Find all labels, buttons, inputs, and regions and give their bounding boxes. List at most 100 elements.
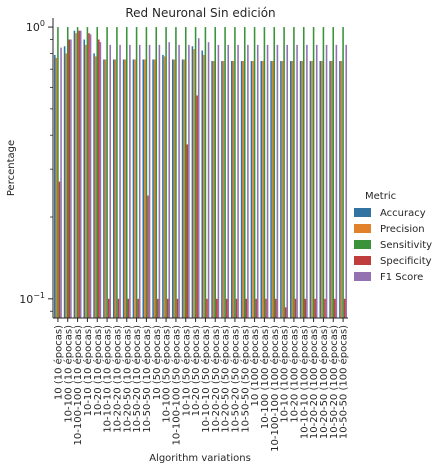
bar [119, 44, 121, 318]
bar [299, 61, 302, 318]
bar [335, 44, 338, 318]
x-tick-label: 10 (100 épocas) [249, 325, 261, 407]
bar [178, 44, 180, 318]
legend-swatch [354, 256, 371, 265]
x-tick-label: 10-100 (100 épocas) [259, 325, 271, 429]
bar [325, 44, 328, 318]
bar [262, 61, 264, 318]
bar [207, 42, 210, 319]
bar [109, 44, 112, 318]
bar [270, 61, 272, 318]
bar [176, 298, 179, 318]
bar [73, 30, 76, 319]
bar [232, 61, 235, 318]
bar [103, 59, 105, 318]
legend-title: Metric [365, 191, 396, 202]
x-tick-label: 10-20-50 (50 épocas) [220, 325, 232, 433]
legend-entry: Precision [380, 224, 425, 235]
bar [78, 30, 80, 319]
bar [70, 39, 72, 319]
x-tick-label: 10-50-20 (100 épocas) [328, 325, 340, 439]
bar [53, 54, 56, 319]
bar [312, 27, 315, 319]
bar [122, 59, 125, 318]
x-tick-label: 10-50-50 (100 épocas) [338, 325, 350, 439]
y-axis-label: Percentage [6, 140, 17, 196]
bar [175, 27, 177, 319]
legend: Metric Accuracy Precision Sensitivity Specif… [354, 191, 432, 283]
bar [191, 46, 194, 318]
bar [173, 59, 176, 318]
bar [243, 27, 246, 319]
bar [204, 27, 207, 319]
bar [240, 61, 243, 318]
bar [217, 44, 220, 318]
bar [314, 298, 316, 318]
bar [340, 61, 343, 318]
bar [304, 298, 307, 318]
x-tick-label: 10-20-20 (10 épocas) [111, 325, 123, 433]
bar [302, 27, 305, 319]
legend-swatch [354, 240, 371, 249]
bar [89, 34, 92, 318]
x-tick-label: 10-50-20 (50 épocas) [229, 325, 241, 433]
bar [85, 44, 87, 318]
bar [116, 27, 118, 319]
x-tick-label: 10-100-100 (10 épocas) [72, 325, 84, 446]
x-tick-label: 10-10-10 (50 épocas) [200, 325, 212, 433]
bar [322, 27, 325, 319]
bar [296, 44, 298, 318]
x-tick-label: 10-20 (10 épocas) [92, 325, 104, 416]
bar [222, 61, 225, 318]
bar [247, 44, 249, 318]
bar [194, 27, 197, 319]
bar [155, 27, 158, 319]
bar [96, 27, 99, 319]
bar [216, 298, 218, 318]
bar [197, 38, 200, 319]
x-tick-label: 10-100-100 (50 épocas) [170, 325, 182, 446]
bar [153, 59, 156, 318]
bar [148, 44, 151, 318]
bar [125, 27, 128, 319]
bar [293, 27, 295, 319]
bar [157, 298, 159, 318]
bar [273, 27, 276, 319]
bar [289, 61, 292, 318]
bar [276, 44, 279, 318]
bar [265, 298, 267, 318]
bar [79, 30, 82, 319]
bar [342, 27, 344, 319]
x-axis-label: Algorithm variations [149, 453, 251, 464]
x-tick-label: 10-50-50 (10 épocas) [141, 325, 153, 433]
bar [117, 298, 120, 318]
legend-swatch [354, 224, 371, 233]
bar [271, 61, 274, 318]
legend-entry: Accuracy [380, 208, 426, 219]
bar [68, 39, 71, 319]
bar [144, 59, 146, 318]
bar [181, 59, 184, 318]
bar [66, 27, 69, 319]
y-tick-label: 100 [26, 19, 45, 34]
bar [329, 61, 331, 318]
series-sensitivity [57, 27, 344, 319]
bar [309, 61, 312, 318]
bar [166, 298, 169, 318]
bar [171, 59, 174, 318]
bar [330, 61, 333, 318]
bar [134, 59, 136, 318]
bar [256, 44, 259, 318]
legend-entry: Sensitivity [380, 240, 432, 251]
bar [221, 61, 223, 318]
x-tick-label: 10-20 (100 épocas) [288, 325, 300, 423]
bar [225, 298, 228, 318]
bar [214, 27, 217, 319]
x-tick-label: 10-50-20 (10 épocas) [131, 325, 143, 433]
bar [168, 42, 171, 319]
bar [343, 298, 346, 318]
bar [193, 49, 195, 318]
series-precision [55, 33, 343, 319]
bar [104, 59, 107, 318]
